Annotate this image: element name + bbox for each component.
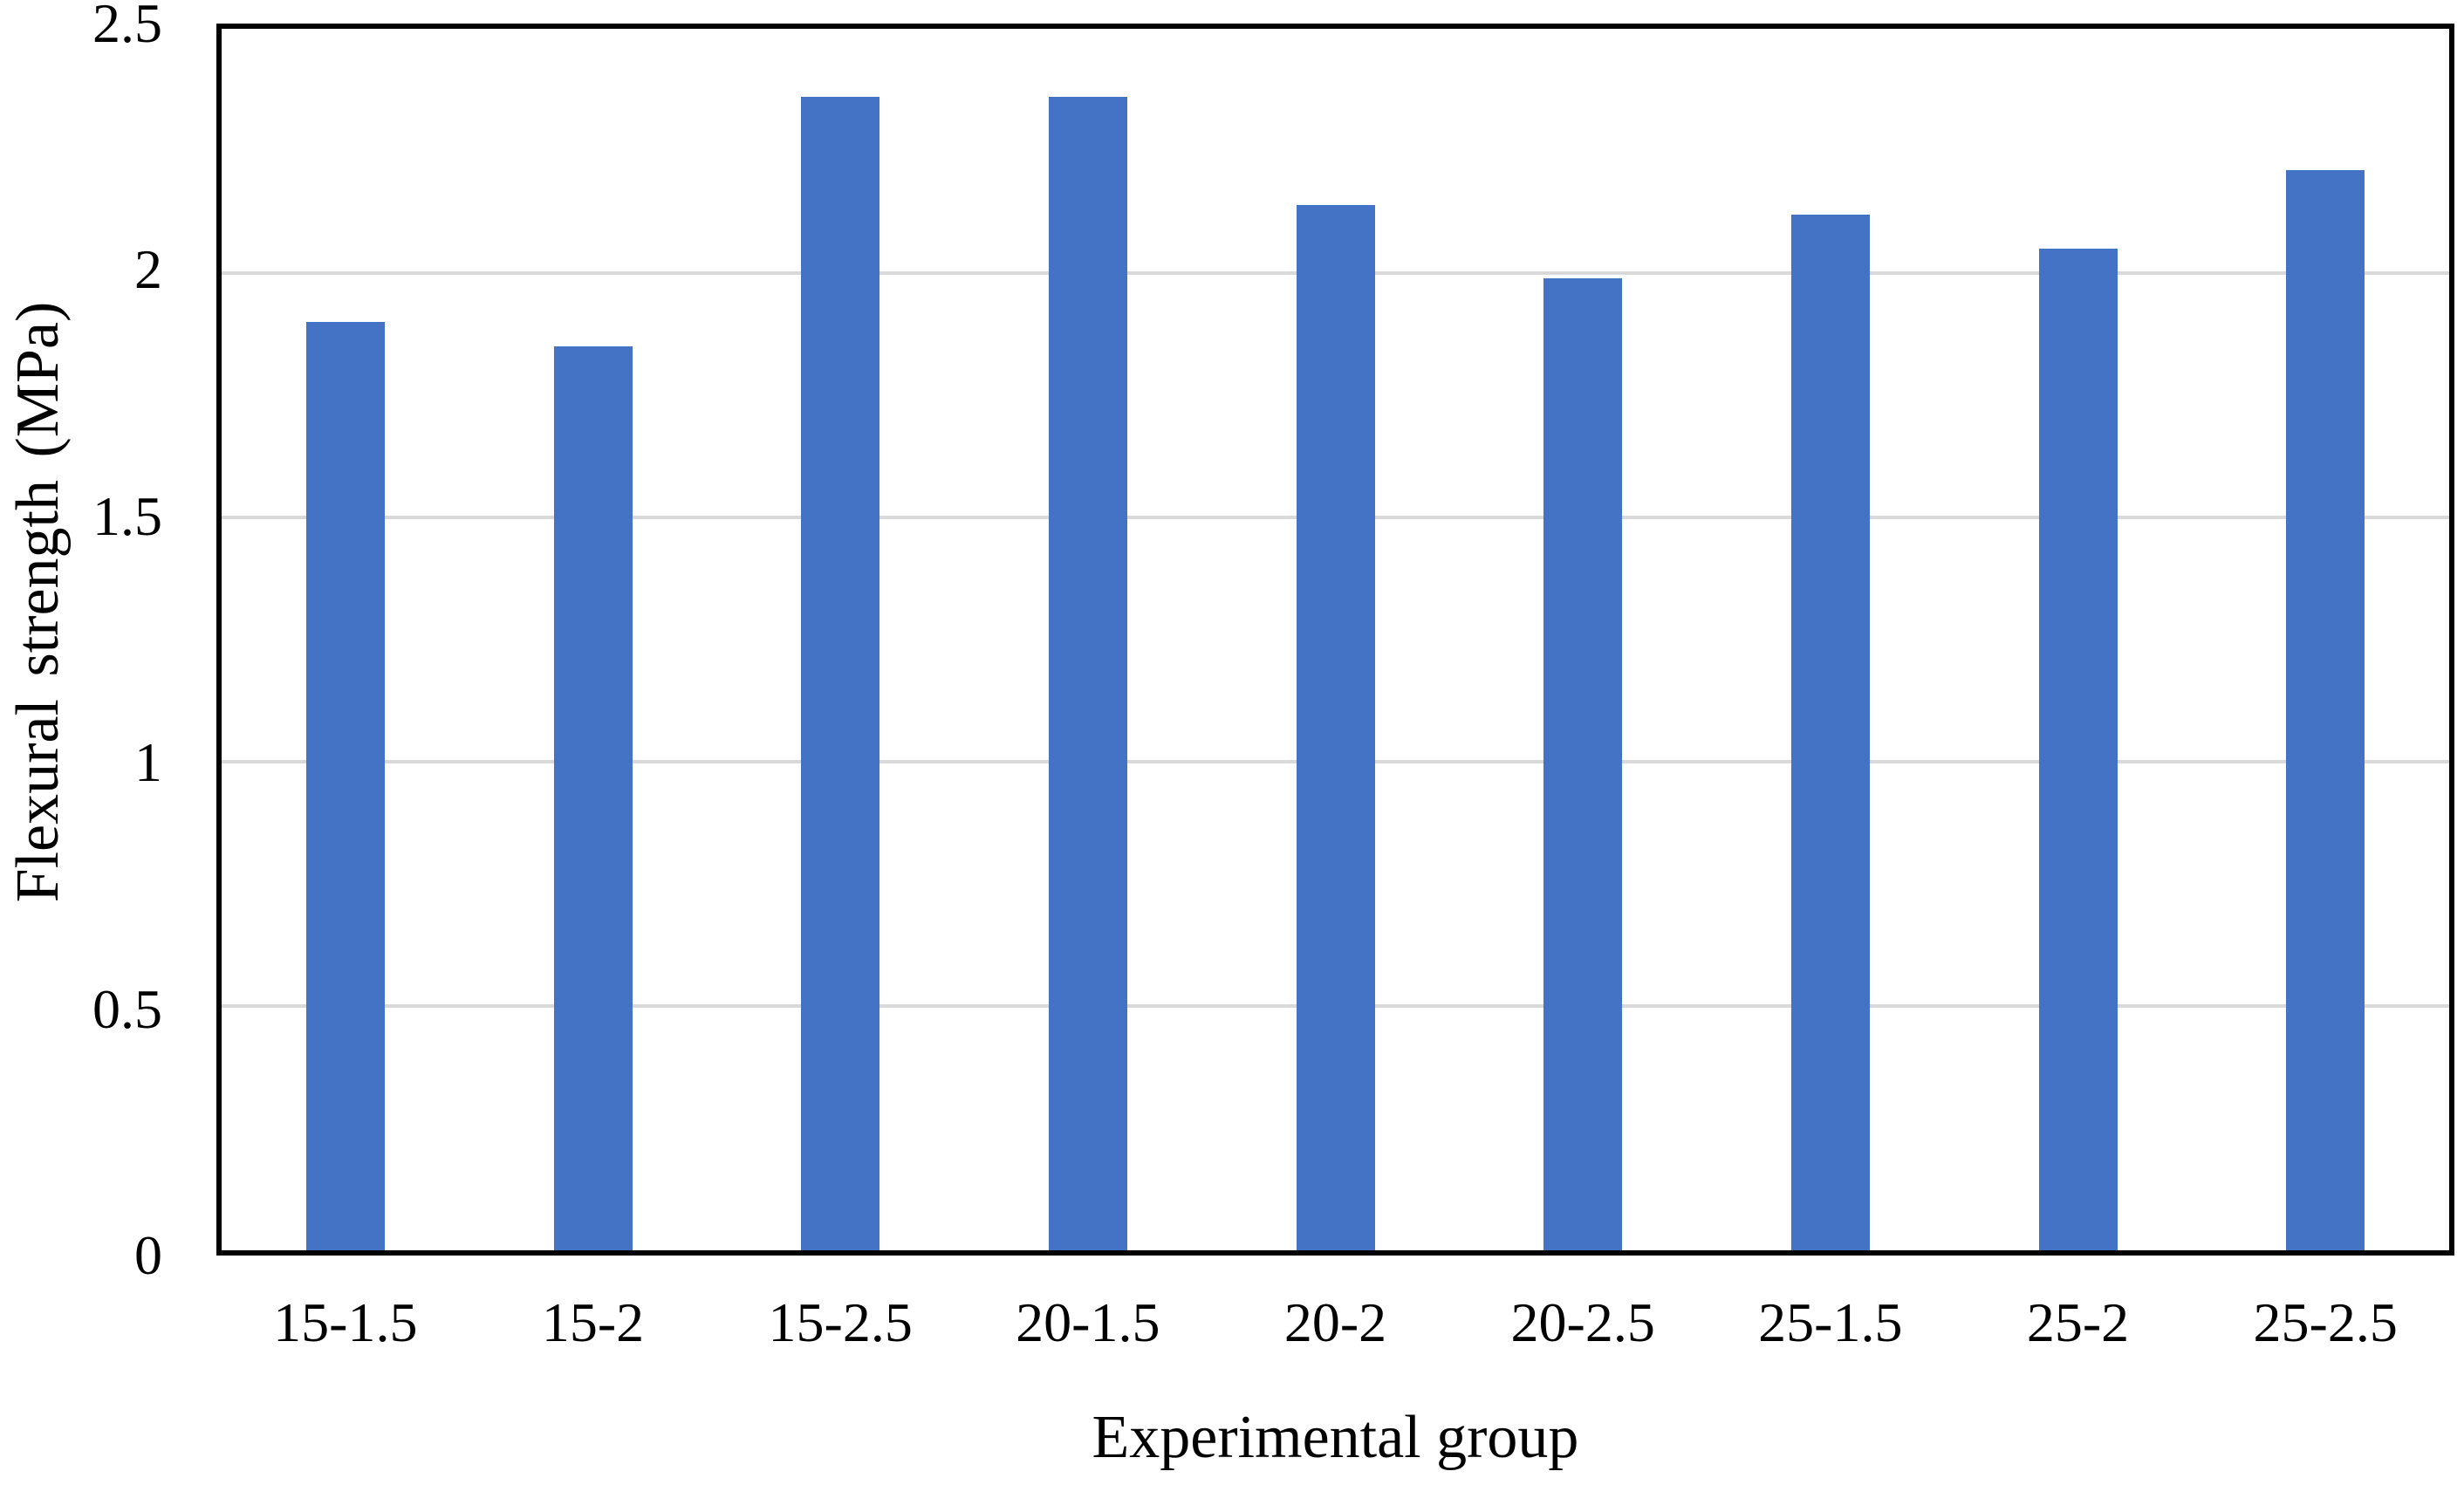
- bar-20-2.5: [1543, 277, 1623, 1250]
- x-tick-label-20-1.5: 20-1.5: [1016, 1291, 1160, 1353]
- x-tick-label-20-2: 20-2: [1283, 1291, 1387, 1353]
- x-tick-label-25-2: 25-2: [2026, 1291, 2130, 1353]
- bar-25-2: [2038, 249, 2118, 1250]
- x-tick-label-25-1.5: 25-1.5: [1758, 1291, 1903, 1353]
- bar-15-2: [553, 346, 633, 1250]
- bar-15-2.5: [801, 97, 880, 1250]
- x-tick-label-25-2.5: 25-2.5: [2253, 1291, 2398, 1353]
- bar-20-1.5: [1048, 97, 1127, 1250]
- y-tick-label-1: 1: [134, 731, 162, 794]
- y-tick-label-1.5: 1.5: [92, 484, 162, 547]
- y-tick-label-2: 2: [134, 238, 162, 301]
- x-tick-label-15-2.5: 15-2.5: [768, 1291, 913, 1353]
- x-tick-label-15-2: 15-2: [541, 1291, 645, 1353]
- y-tick-label-0: 0: [134, 1224, 162, 1286]
- plot-area: [216, 24, 2454, 1256]
- bar-25-1.5: [1790, 214, 1870, 1250]
- bar-15-1.5: [305, 322, 385, 1250]
- bar-25-2.5: [2286, 170, 2365, 1250]
- x-axis-title: Experimental group: [1092, 1404, 1579, 1471]
- bar-20-2: [1296, 204, 1375, 1250]
- y-axis-title: Flexural strength (MPa): [4, 301, 72, 903]
- y-tick-label-0.5: 0.5: [92, 977, 162, 1040]
- y-tick-label-2.5: 2.5: [92, 0, 162, 54]
- x-tick-label-20-2.5: 20-2.5: [1510, 1291, 1655, 1353]
- x-tick-label-15-1.5: 15-1.5: [273, 1291, 418, 1353]
